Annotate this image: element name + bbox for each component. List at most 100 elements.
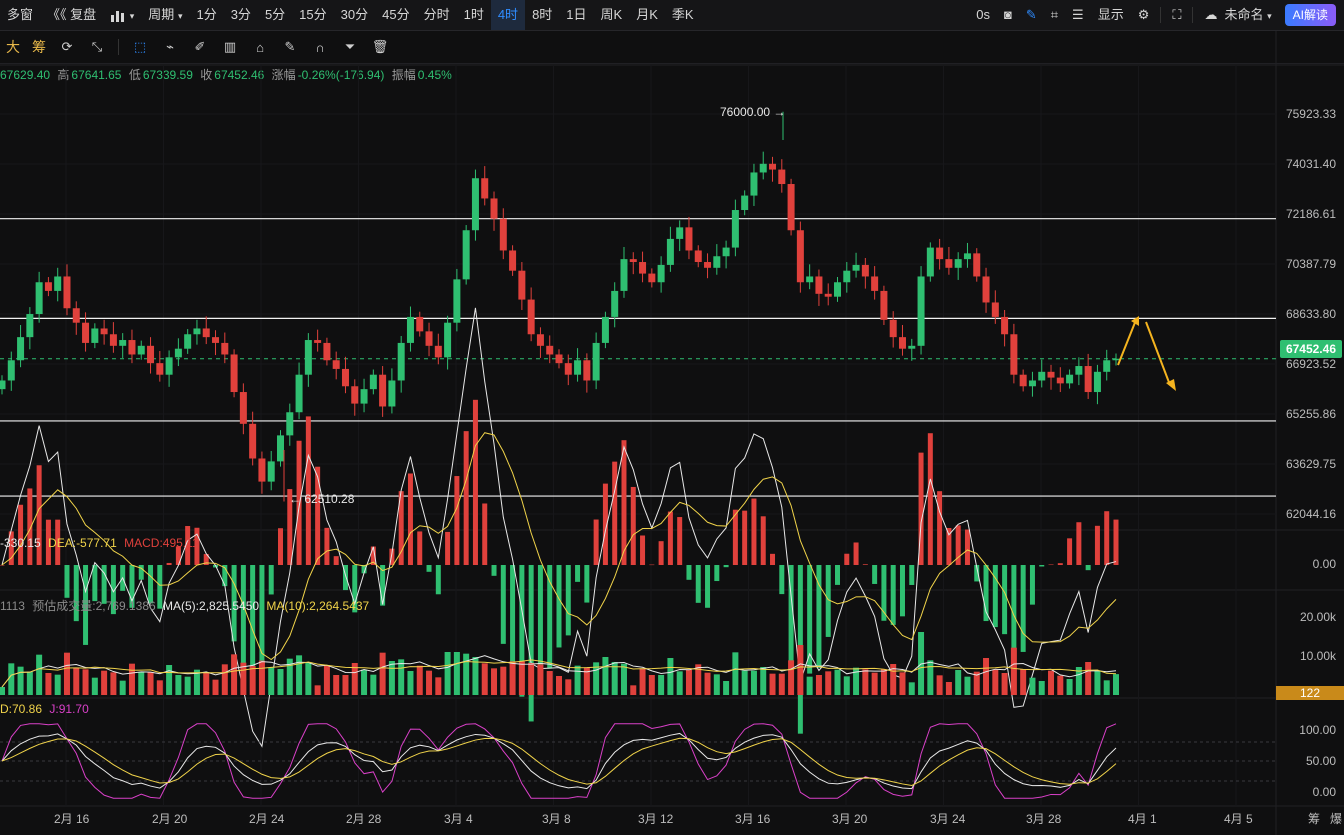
macd-bar — [463, 431, 469, 565]
tab-season[interactable]: 季K — [671, 7, 694, 22]
cloud-icon[interactable]: ☁ — [1204, 7, 1218, 22]
kdj-readout: D:70.86 J:91.70 — [0, 702, 89, 716]
period-dropdown[interactable]: 周期 ▾ — [141, 0, 189, 30]
side-chip-label[interactable]: 筹 — [1308, 812, 1321, 826]
replay-button[interactable]: 《《 复盘 — [47, 7, 97, 22]
candle-body — [889, 319, 897, 338]
volume-bar — [602, 657, 609, 695]
camera-icon[interactable]: ◙ — [1003, 7, 1012, 22]
low-value: 67339.59 — [142, 68, 193, 82]
candle-body — [239, 392, 247, 424]
trash-icon[interactable]: 🗑 — [371, 39, 389, 54]
brush-icon[interactable]: ✐ — [194, 39, 206, 54]
price-axis-label: 63629.75 — [1285, 457, 1336, 471]
tab-8h[interactable]: 8时 — [532, 7, 553, 22]
close-value: 67452.46 — [214, 68, 265, 82]
date-label: 3月 20 — [832, 812, 868, 826]
fullscreen-icon[interactable]: ⛶ — [1172, 7, 1182, 22]
note-icon[interactable]: ✎ — [284, 39, 296, 54]
tab-45m[interactable]: 45分 — [382, 7, 410, 22]
macd-bar — [899, 565, 905, 617]
macd-bar — [1085, 565, 1091, 571]
chip-button[interactable]: 筹 — [32, 39, 46, 55]
tab-timeshare[interactable]: 分时 — [423, 7, 450, 22]
low-marker: ← 62510.28 — [289, 492, 355, 506]
layout-name-dropdown[interactable]: 未命名 ▾ — [1224, 0, 1278, 30]
display-button[interactable]: 显示 — [1097, 7, 1124, 22]
tab-month[interactable]: 月K — [636, 7, 658, 22]
volume-bar — [435, 677, 442, 695]
volume-bar — [704, 672, 711, 695]
tab-5m[interactable]: 5分 — [264, 7, 286, 22]
list-icon[interactable]: ☰ — [1072, 7, 1084, 22]
pen-icon[interactable]: ✎ — [1025, 7, 1037, 22]
tab-week[interactable]: 周K — [600, 7, 623, 22]
tab-1h[interactable]: 1时 — [463, 7, 484, 22]
volume-bar — [342, 675, 349, 695]
candle-body — [694, 250, 702, 263]
multi-window-button[interactable]: 多窗 — [7, 7, 34, 22]
volume-bar — [184, 676, 191, 695]
tab-30m[interactable]: 30分 — [340, 7, 369, 22]
tab-4h[interactable]: 4时 — [490, 0, 526, 30]
cursor-icon[interactable]: ⬚ — [133, 39, 147, 54]
volume-bar — [379, 652, 386, 695]
crop-icon[interactable]: ⌗ — [1050, 7, 1059, 22]
macd-bar — [816, 565, 822, 668]
tab-15m[interactable]: 15分 — [299, 7, 327, 22]
volume-current-tag: 122 — [1276, 686, 1344, 700]
macd-bar — [779, 565, 785, 595]
macd-dea-line — [1, 432, 1117, 661]
ruler-icon[interactable]: ⤡ — [91, 39, 103, 54]
ai-interpret-button[interactable]: AI解读 — [1284, 4, 1336, 26]
macd-bar — [259, 565, 265, 677]
candle-body — [852, 264, 860, 271]
settings-icon[interactable]: ⚙ — [1137, 7, 1150, 22]
macd-bar — [45, 519, 51, 565]
volume-bar — [426, 670, 433, 695]
candle-body — [490, 198, 498, 219]
tab-1m[interactable]: 1分 — [196, 7, 217, 22]
filter-icon[interactable]: ⏷ — [344, 39, 356, 54]
macd-bar — [612, 461, 618, 565]
measure-icon[interactable]: ⌁ — [166, 39, 174, 54]
current-price-tag: 67452.46 — [1279, 340, 1342, 358]
sync-icon[interactable]: ⟳ — [61, 39, 73, 54]
layout-name: 未命名 — [1224, 7, 1264, 22]
lock-icon[interactable]: ⌂ — [256, 39, 264, 55]
candle-body — [666, 238, 674, 265]
candle-icon[interactable]: ▥ — [223, 39, 237, 54]
volume-bar — [91, 677, 98, 695]
candle-body — [926, 247, 934, 277]
candle-body — [750, 172, 758, 196]
indicator-button[interactable]: ▾ — [103, 0, 141, 30]
macd-bar — [732, 509, 738, 565]
tab-3m[interactable]: 3分 — [230, 7, 251, 22]
volume-bar — [760, 667, 767, 695]
volume-bar — [936, 675, 943, 695]
macd-bar — [64, 565, 70, 598]
side-burst-label[interactable]: 爆 — [1330, 812, 1343, 826]
volume-bar — [36, 654, 43, 695]
volume-bar — [741, 670, 748, 695]
macd-bar — [296, 440, 302, 565]
macd-bar — [537, 565, 543, 696]
kdj-j-line — [1, 723, 1117, 799]
volume-bar — [1010, 647, 1017, 695]
volume-bar — [453, 652, 460, 695]
volume-bar — [323, 665, 330, 695]
date-label: 3月 4 — [444, 812, 473, 826]
volume-bar — [407, 671, 414, 695]
high-marker-value: 76000.00 — [720, 105, 771, 119]
volume-bar — [175, 675, 182, 695]
candle-body — [963, 253, 971, 260]
candle-body — [277, 435, 284, 462]
macd-bar — [342, 565, 348, 591]
magnet-icon[interactable]: ∩ — [315, 39, 325, 55]
candle-body — [601, 316, 609, 343]
tab-1d[interactable]: 1日 — [566, 7, 587, 22]
volume-bar — [713, 674, 720, 695]
macd-bar — [1104, 511, 1110, 565]
big-order-button[interactable]: 大 — [6, 39, 20, 55]
